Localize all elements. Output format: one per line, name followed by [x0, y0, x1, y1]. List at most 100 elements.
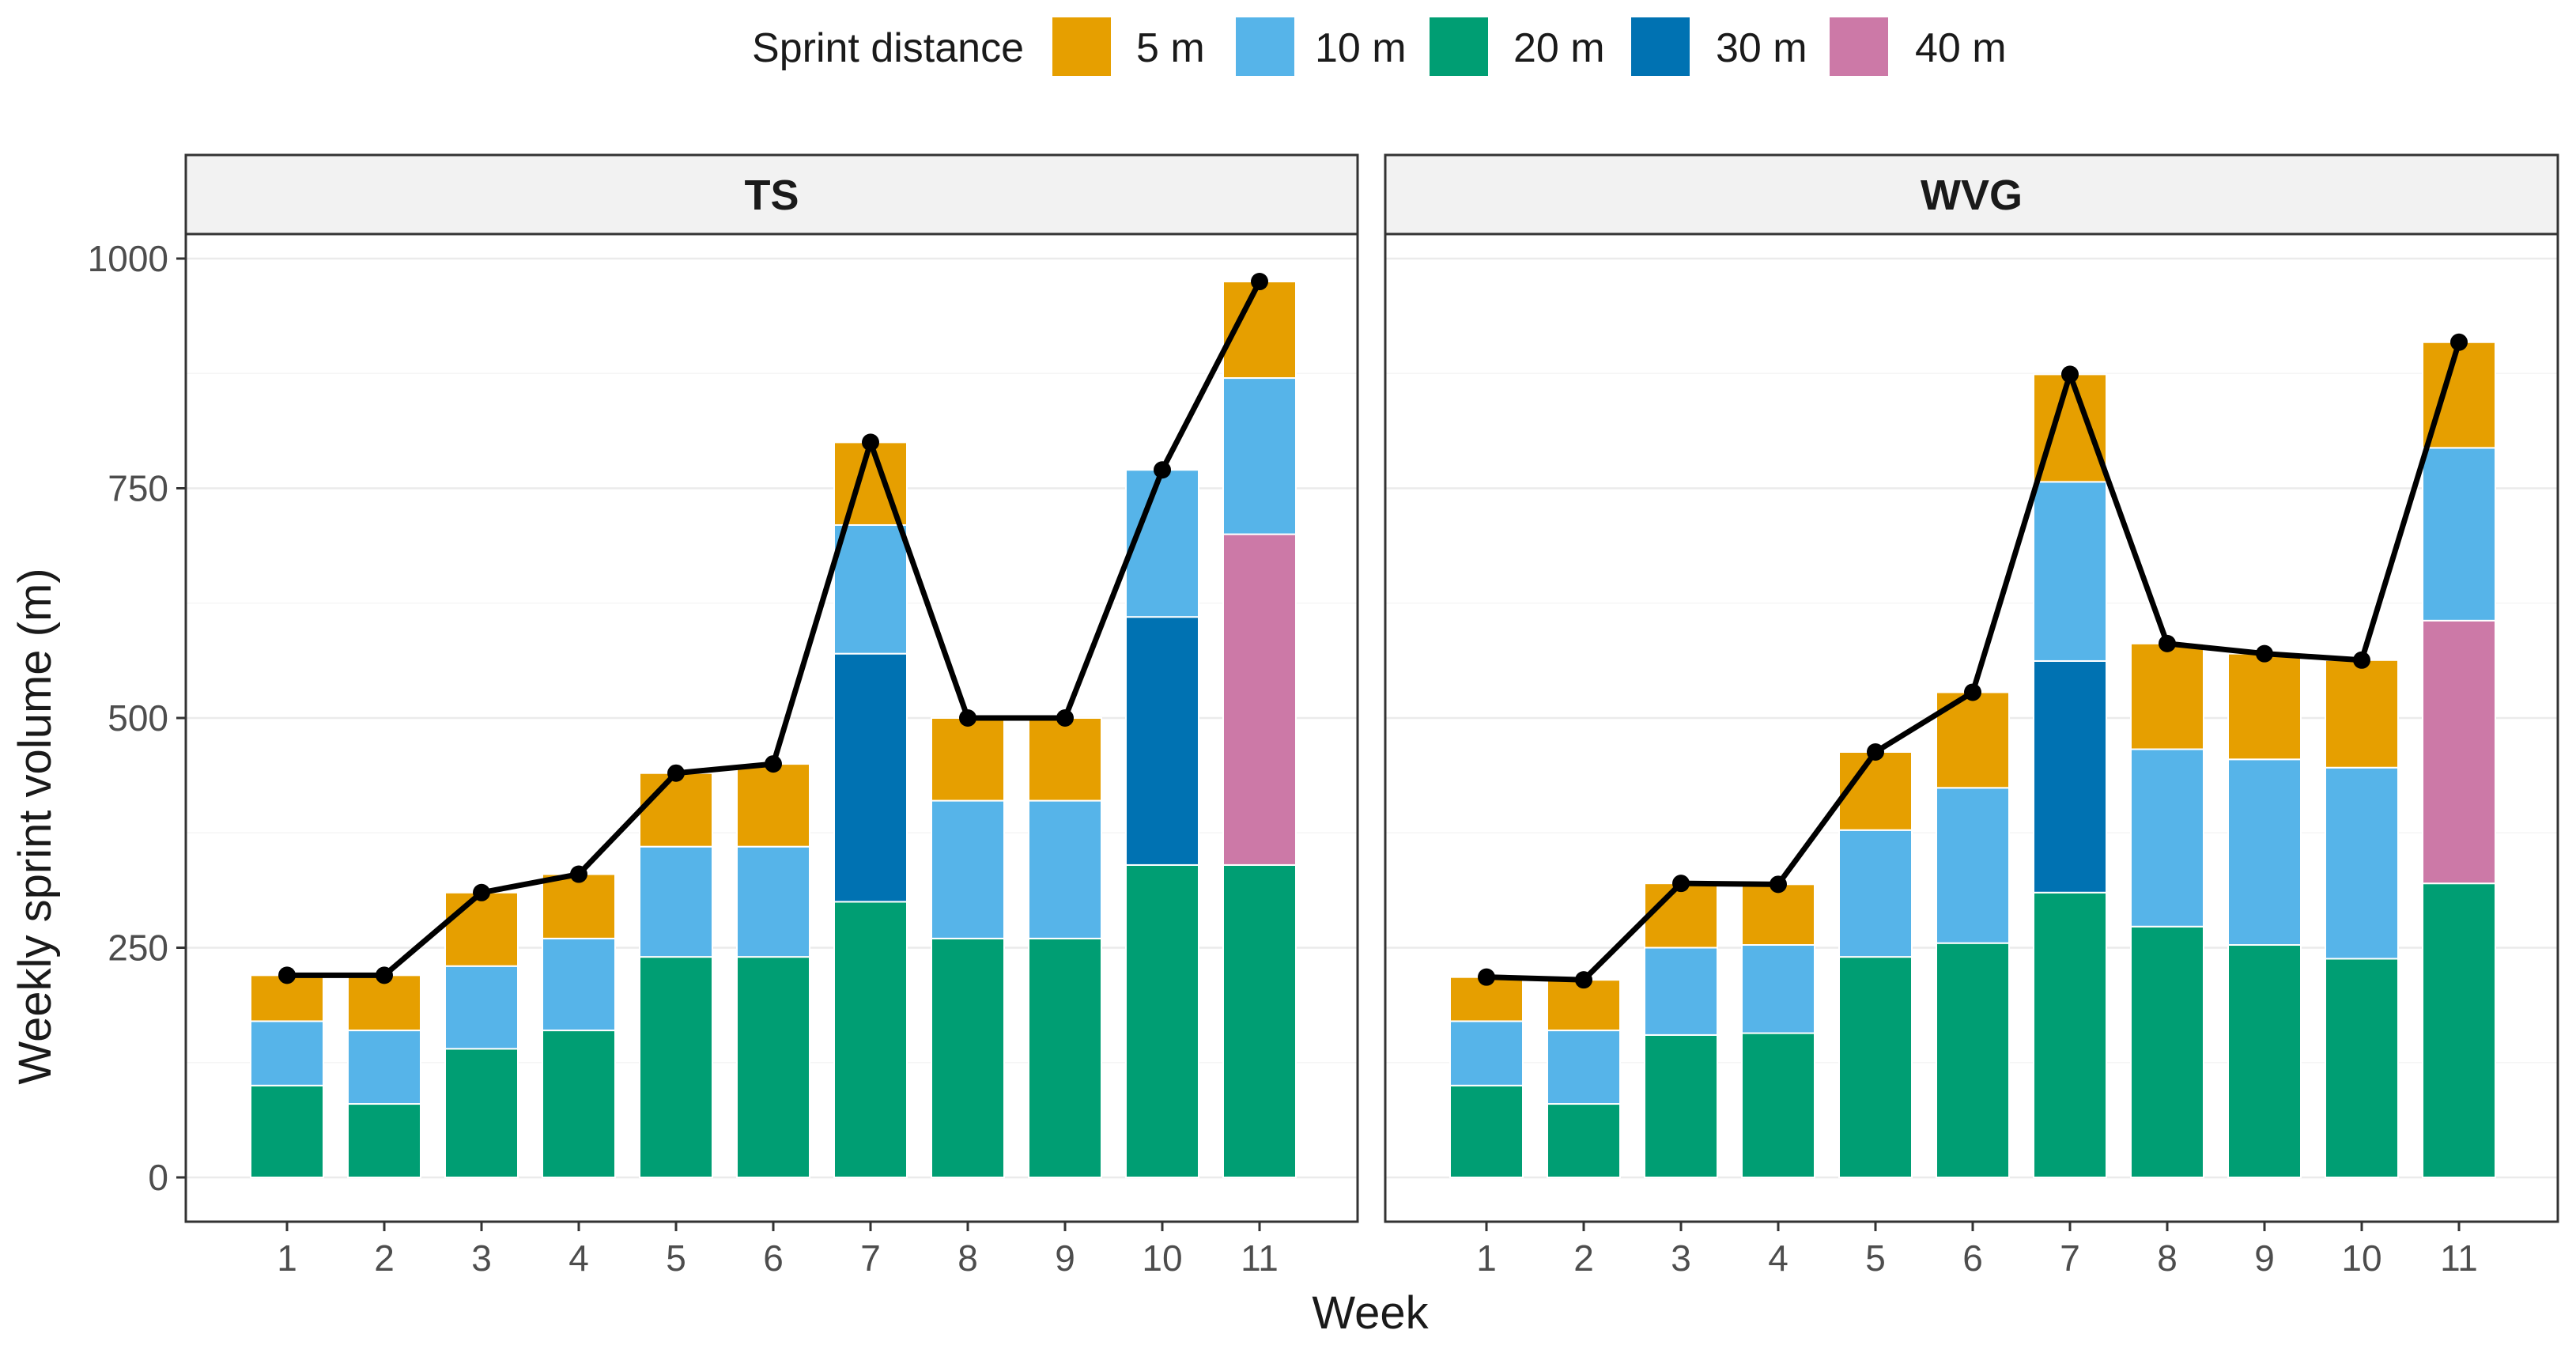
- y-axis-title: Weekly sprint volume (m): [9, 568, 61, 1084]
- total-point-week-4: [570, 865, 587, 883]
- bar-10m-week-9: [2227, 758, 2302, 947]
- panel-ts: TS 1 2 3 4 5 6 7 8 9 10 11: [184, 153, 1359, 1279]
- x-tick-label: 4: [568, 1238, 589, 1279]
- bar-40m-week-11: [2422, 619, 2496, 885]
- bar-5m-week-7: [2033, 373, 2107, 483]
- total-point-week-2: [376, 966, 393, 984]
- bar-5m-week-3: [444, 891, 519, 967]
- total-point-week-6: [1964, 683, 1981, 701]
- legend-swatch-20m: [1430, 17, 1488, 76]
- bar-10m-week-6: [1936, 787, 2010, 944]
- bar-20m-week-9: [1028, 937, 1102, 1178]
- legend-swatch-30m: [1631, 17, 1690, 76]
- bar-5m-week-10: [2325, 659, 2399, 769]
- bar-20m-week-7: [2033, 891, 2107, 1179]
- legend-label-5m: 5 m: [1136, 25, 1205, 71]
- total-point-week-10: [2353, 651, 2370, 669]
- legend-label-30m: 30 m: [1716, 25, 1807, 71]
- x-tick-label: 9: [2254, 1238, 2275, 1279]
- bar-10m-week-5: [1838, 829, 1913, 958]
- bar-5m-week-4: [542, 873, 616, 939]
- bar-10m-week-1: [250, 1020, 324, 1086]
- x-tick-label: 2: [374, 1238, 395, 1279]
- x-tick-label: 6: [1962, 1238, 1983, 1279]
- bar-20m-week-9: [2227, 944, 2302, 1179]
- bar-5m-week-8: [2130, 642, 2204, 750]
- bar-10m-week-2: [1547, 1030, 1621, 1105]
- bar-20m-week-4: [542, 1030, 616, 1178]
- legend-swatch-10m: [1236, 17, 1294, 76]
- x-tick-label: 7: [860, 1238, 881, 1279]
- bar-20m-week-6: [736, 956, 810, 1178]
- panel-border: [184, 232, 1359, 1223]
- legend-swatch-5m: [1052, 17, 1111, 76]
- bar-30m-week-7: [833, 652, 908, 903]
- total-point-week-5: [1867, 743, 1884, 761]
- y-tick-label: 500: [108, 697, 168, 739]
- panels: 0 250 500 750 1000 TS 1 2 3 4 5 6 7 8 9 10 11 WVG 1 2 3 4 5 6 7 8…: [88, 153, 2559, 1279]
- bar-10m-week-7: [833, 523, 908, 655]
- bar-10m-week-11: [1222, 377, 1297, 535]
- bar-10m-week-11: [2422, 447, 2496, 622]
- bar-10m-week-6: [736, 845, 810, 958]
- bar-20m-week-10: [2325, 958, 2399, 1178]
- bar-10m-week-7: [2033, 481, 2107, 662]
- panel-strip-label: TS: [744, 172, 799, 219]
- bar-10m-week-10: [1125, 469, 1199, 618]
- x-tick-label: 4: [1768, 1238, 1788, 1279]
- bar-5m-week-9: [1028, 717, 1102, 802]
- x-tick-label: 9: [1055, 1238, 1075, 1279]
- x-tick-label: 3: [1671, 1238, 1691, 1279]
- x-tick-label: 2: [1573, 1238, 1594, 1279]
- bar-20m-week-1: [250, 1084, 324, 1179]
- y-tick-label: 250: [108, 928, 168, 969]
- total-point-week-9: [1056, 709, 1074, 727]
- bar-20m-week-8: [931, 937, 1005, 1178]
- x-tick-label: 10: [1142, 1238, 1182, 1279]
- x-tick-label: 1: [277, 1238, 297, 1279]
- legend: Sprint distance 5 m 10 m 20 m 30 m 40 m: [752, 17, 2007, 76]
- bar-10m-week-9: [1028, 799, 1102, 939]
- x-tick-label: 11: [2440, 1238, 2478, 1279]
- x-tick-label: 10: [2341, 1238, 2381, 1279]
- bar-20m-week-7: [833, 901, 908, 1179]
- total-point-week-7: [2061, 365, 2079, 384]
- total-point-week-4: [1770, 875, 1787, 894]
- bar-5m-week-5: [639, 772, 713, 848]
- legend-label-20m: 20 m: [1513, 25, 1605, 71]
- bar-20m-week-8: [2130, 925, 2204, 1179]
- legend-title: Sprint distance: [752, 25, 1024, 71]
- total-point-week-8: [959, 709, 976, 727]
- total-point-week-1: [1478, 968, 1495, 986]
- bar-20m-week-5: [1838, 956, 1913, 1178]
- x-tick-label: 5: [1865, 1238, 1886, 1279]
- total-point-week-11: [2450, 333, 2468, 351]
- bar-5m-week-4: [1741, 883, 1815, 947]
- x-tick-label: 5: [666, 1238, 686, 1279]
- bar-30m-week-10: [1125, 616, 1199, 866]
- y-tick-label: 1000: [88, 238, 168, 279]
- total-point-week-9: [2256, 644, 2273, 663]
- y-tick-label: 0: [148, 1157, 168, 1198]
- bar-10m-week-8: [2130, 748, 2204, 928]
- total-point-week-7: [862, 433, 879, 452]
- bar-20m-week-2: [1547, 1103, 1621, 1179]
- legend-label-40m: 40 m: [1915, 25, 2007, 71]
- bar-10m-week-8: [931, 799, 1005, 939]
- total-point-week-1: [278, 966, 296, 984]
- total-point-week-2: [1575, 971, 1592, 989]
- x-tick-label: 3: [471, 1238, 492, 1279]
- bar-5m-week-2: [347, 974, 421, 1032]
- total-point-week-6: [765, 755, 782, 773]
- x-tick-label: 8: [958, 1238, 978, 1279]
- bar-10m-week-4: [542, 937, 616, 1032]
- bar-10m-week-10: [2325, 766, 2399, 960]
- total-point-week-3: [473, 883, 490, 901]
- x-tick-label: 11: [1241, 1238, 1279, 1279]
- bar-30m-week-7: [2033, 659, 2107, 894]
- x-tick-label: 8: [2157, 1238, 2178, 1279]
- bar-20m-week-3: [444, 1048, 519, 1178]
- bar-20m-week-4: [1741, 1032, 1815, 1179]
- bar-5m-week-3: [1644, 882, 1718, 949]
- bar-10m-week-4: [1741, 944, 1815, 1034]
